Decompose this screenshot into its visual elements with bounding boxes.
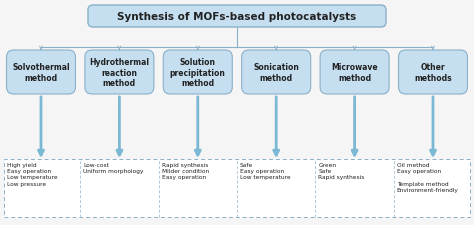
Text: Rapid synthesis
Milder condition
Easy operation: Rapid synthesis Milder condition Easy op… (162, 162, 209, 180)
Text: Safe
Easy operation
Low temperature: Safe Easy operation Low temperature (240, 162, 291, 180)
Text: Green
Safe
Rapid synthesis: Green Safe Rapid synthesis (319, 162, 365, 180)
Text: Other
methods: Other methods (414, 63, 452, 83)
FancyBboxPatch shape (7, 51, 75, 94)
Text: Low-cost
Uniform morphology: Low-cost Uniform morphology (83, 162, 144, 173)
Text: Microwave
method: Microwave method (331, 63, 378, 83)
FancyBboxPatch shape (88, 6, 386, 28)
FancyBboxPatch shape (320, 51, 389, 94)
Text: Synthesis of MOFs-based photocatalysts: Synthesis of MOFs-based photocatalysts (118, 12, 356, 22)
Text: Sonication
method: Sonication method (253, 63, 299, 83)
Text: Oil method
Easy operation

Template method
Environment-friendly: Oil method Easy operation Template metho… (397, 162, 459, 192)
FancyBboxPatch shape (164, 51, 232, 94)
FancyBboxPatch shape (85, 51, 154, 94)
Bar (4, 159, 470, 217)
Text: Hydrothermal
reaction
method: Hydrothermal reaction method (90, 58, 149, 88)
Text: Solution
precipitation
method: Solution precipitation method (170, 58, 226, 88)
Text: Solvothermal
method: Solvothermal method (12, 63, 70, 83)
FancyBboxPatch shape (399, 51, 467, 94)
Text: High yield
Easy operation
Low temperature
Low pressure: High yield Easy operation Low temperatur… (7, 162, 58, 186)
FancyBboxPatch shape (242, 51, 310, 94)
